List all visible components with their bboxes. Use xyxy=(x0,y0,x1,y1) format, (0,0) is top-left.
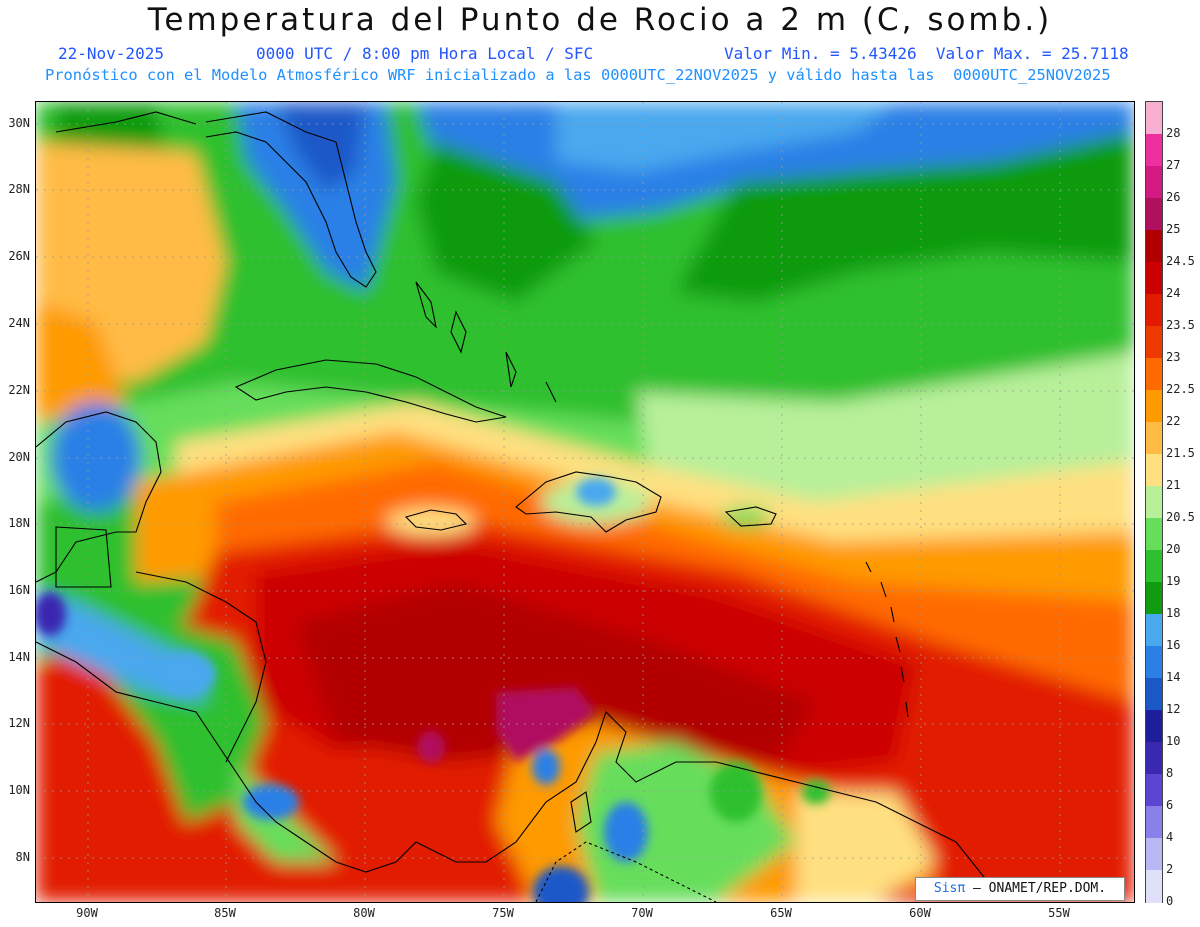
colorbar-label: 23.5 xyxy=(1166,318,1195,332)
colorbar-label: 24.5 xyxy=(1166,254,1195,268)
lon-label: 90W xyxy=(76,906,98,920)
colorbar-label: 25 xyxy=(1166,222,1181,236)
colorbar-label: 19 xyxy=(1166,574,1181,588)
colorbar-label: 26 xyxy=(1166,190,1181,204)
lon-label: 80W xyxy=(353,906,375,920)
colorbar-segment xyxy=(1146,806,1162,839)
lat-label: 26N xyxy=(8,249,30,263)
lon-label: 60W xyxy=(909,906,931,920)
colorbar-segment xyxy=(1146,358,1162,391)
colorbar-segment xyxy=(1146,582,1162,615)
colorbar-segment xyxy=(1146,550,1162,583)
colorbar-label: 24 xyxy=(1166,286,1181,300)
lat-label: 24N xyxy=(8,316,30,330)
colorbar-label: 20 xyxy=(1166,542,1181,556)
colorbar-label: 28 xyxy=(1166,126,1181,140)
colorbar-label: 12 xyxy=(1166,702,1181,716)
colorbar xyxy=(1145,101,1163,903)
colorbar-segment xyxy=(1146,646,1162,679)
colorbar-label: 22.5 xyxy=(1166,382,1195,396)
colorbar-segment xyxy=(1146,294,1162,327)
colorbar-segment xyxy=(1146,678,1162,711)
lat-label: 28N xyxy=(8,182,30,196)
lat-label: 16N xyxy=(8,583,30,597)
lon-label: 75W xyxy=(492,906,514,920)
colorbar-segment xyxy=(1146,774,1162,807)
lat-label: 20N xyxy=(8,450,30,464)
colorbar-label: 14 xyxy=(1166,670,1181,684)
lat-label: 30N xyxy=(8,116,30,130)
lat-label: 8N xyxy=(15,850,30,864)
colorbar-segment xyxy=(1146,422,1162,455)
colorbar-segment xyxy=(1146,198,1162,231)
colorbar-segment xyxy=(1146,486,1162,519)
colorbar-label: 27 xyxy=(1166,158,1181,172)
colorbar-label: 0 xyxy=(1166,894,1174,908)
colorbar-segment xyxy=(1146,838,1162,871)
colorbar-label: 21.5 xyxy=(1166,446,1195,460)
lat-label: 14N xyxy=(8,650,30,664)
colorbar-label: 22 xyxy=(1166,414,1181,428)
colorbar-segment xyxy=(1146,614,1162,647)
colorbar-label: 21 xyxy=(1166,478,1181,492)
colorbar-label: 16 xyxy=(1166,638,1181,652)
colorbar-segment xyxy=(1146,742,1162,775)
colorbar-label: 2 xyxy=(1166,862,1174,876)
colorbar-segment xyxy=(1146,102,1162,135)
dewpoint-map xyxy=(35,101,1135,903)
colorbar-segment xyxy=(1146,326,1162,359)
colorbar-segment xyxy=(1146,134,1162,167)
colorbar-label: 4 xyxy=(1166,830,1174,844)
lat-label: 22N xyxy=(8,383,30,397)
date-label: 22-Nov-2025 xyxy=(58,44,164,63)
colorbar-segment xyxy=(1146,454,1162,487)
lon-label: 55W xyxy=(1048,906,1070,920)
colorbar-segment xyxy=(1146,710,1162,743)
colorbar-label: 20.5 xyxy=(1166,510,1195,524)
lon-label: 85W xyxy=(214,906,236,920)
colorbar-segment xyxy=(1146,390,1162,423)
colorbar-label: 8 xyxy=(1166,766,1174,780)
colorbar-label: 10 xyxy=(1166,734,1181,748)
colorbar-label: 18 xyxy=(1166,606,1181,620)
lon-label: 70W xyxy=(631,906,653,920)
colorbar-segment xyxy=(1146,230,1162,263)
colorbar-segment xyxy=(1146,518,1162,551)
credit-text: – ONAMET/REP.DOM. xyxy=(965,881,1107,896)
sispi-logo: Sisπ xyxy=(933,881,966,896)
colorbar-label: 6 xyxy=(1166,798,1174,812)
colorbar-segment xyxy=(1146,870,1162,903)
colorbar-segment xyxy=(1146,166,1162,199)
lat-label: 10N xyxy=(8,783,30,797)
min-max-values: Valor Min. = 5.43426 Valor Max. = 25.711… xyxy=(724,44,1129,63)
lat-label: 12N xyxy=(8,716,30,730)
colorbar-segment xyxy=(1146,262,1162,295)
lat-label: 18N xyxy=(8,516,30,530)
time-info: 0000 UTC / 8:00 pm Hora Local / SFC xyxy=(256,44,594,63)
forecast-info: Pronóstico con el Modelo Atmosférico WRF… xyxy=(45,66,1111,84)
credit-box: Sisπ – ONAMET/REP.DOM. xyxy=(915,877,1125,901)
dewpoint-field xyxy=(36,102,1134,902)
colorbar-label: 23 xyxy=(1166,350,1181,364)
lon-label: 65W xyxy=(770,906,792,920)
map-title: Temperatura del Punto de Rocio a 2 m (C,… xyxy=(147,2,1053,38)
